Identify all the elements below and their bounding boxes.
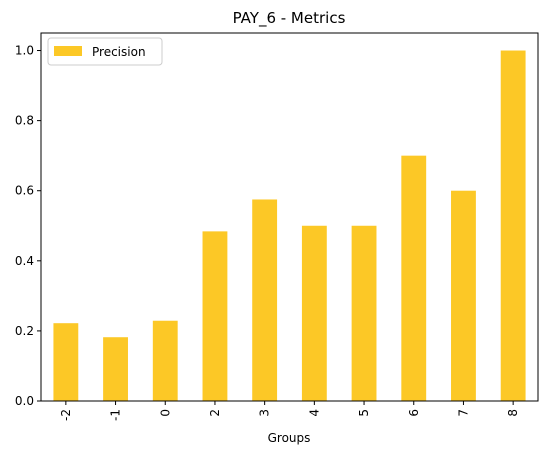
x-tick-label: -2 — [59, 409, 73, 421]
y-tick-label: 0.4 — [15, 254, 34, 268]
x-tick-label: 0 — [158, 409, 172, 417]
y-tick-label: 0.6 — [15, 184, 34, 198]
legend-swatch — [54, 46, 82, 56]
bar — [252, 199, 278, 401]
chart-title: PAY_6 - Metrics — [233, 9, 346, 28]
y-tick-label: 1.0 — [15, 44, 34, 58]
y-axis-ticks: 0.0 0.2 0.4 0.6 0.8 1.0 — [15, 44, 41, 408]
bar — [451, 190, 476, 401]
legend-box — [47, 37, 163, 66]
x-tick-label: 6 — [407, 409, 421, 417]
x-axis-ticks: -2 -1 0 2 3 4 5 6 7 8 — [59, 401, 520, 421]
plot-frame — [40, 32, 539, 402]
x-tick-label: 8 — [506, 409, 520, 417]
bar — [301, 225, 327, 401]
bar — [500, 50, 526, 402]
y-tick-label: 0.0 — [15, 394, 34, 408]
bars-group — [53, 50, 526, 402]
x-tick-label: -1 — [109, 409, 123, 421]
bar — [152, 320, 178, 401]
x-tick-label: 5 — [357, 409, 371, 417]
bar — [401, 155, 427, 401]
x-tick-label: 3 — [258, 409, 272, 417]
bar — [351, 225, 377, 401]
legend: Precision — [47, 37, 163, 66]
y-tick-label: 0.2 — [15, 324, 34, 338]
x-tick-label: 7 — [456, 409, 470, 417]
bar — [53, 323, 79, 401]
y-tick-label: 0.8 — [15, 114, 34, 128]
x-tick-label: 2 — [208, 409, 222, 417]
x-axis-label: Groups — [268, 431, 311, 445]
x-tick-label: 4 — [307, 409, 321, 417]
bar — [103, 337, 128, 401]
bar — [202, 231, 228, 401]
legend-label: Precision — [92, 45, 146, 59]
